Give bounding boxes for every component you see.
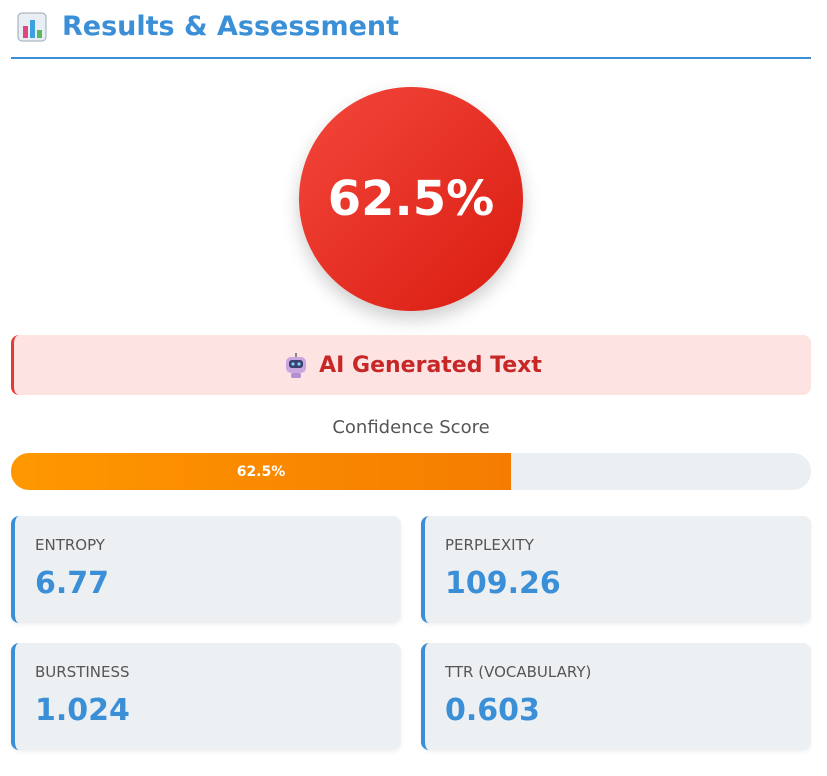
metric-label: TTR (VOCABULARY) <box>445 663 592 681</box>
confidence-bar: 62.5% <box>11 453 811 490</box>
divider <box>11 57 811 59</box>
confidence-fill: 62.5% <box>11 453 511 490</box>
confidence-value: 62.5% <box>236 463 286 480</box>
verdict-text: AI Generated Text <box>319 352 542 378</box>
metric-card: PERPLEXITY 109.26 <box>421 516 811 623</box>
robot-icon <box>286 353 307 378</box>
score-text: 62.5% <box>327 171 495 227</box>
chart-icon <box>17 12 47 42</box>
metric-card: ENTROPY 6.77 <box>11 516 401 623</box>
metric-value: 1.024 <box>35 693 130 728</box>
verdict-banner: AI Generated Text <box>11 335 811 395</box>
metric-value: 0.603 <box>445 693 540 728</box>
metric-label: PERPLEXITY <box>445 536 534 554</box>
section-title: Results & Assessment <box>62 11 400 42</box>
metric-label: BURSTINESS <box>35 663 130 681</box>
metric-card: TTR (VOCABULARY) 0.603 <box>421 643 811 750</box>
confidence-label: Confidence Score <box>332 417 490 438</box>
metric-value: 6.77 <box>35 566 110 601</box>
metric-value: 109.26 <box>445 566 561 601</box>
score-circle: 62.5% <box>299 87 523 311</box>
metric-label: ENTROPY <box>35 536 105 554</box>
metric-card: BURSTINESS 1.024 <box>11 643 401 750</box>
